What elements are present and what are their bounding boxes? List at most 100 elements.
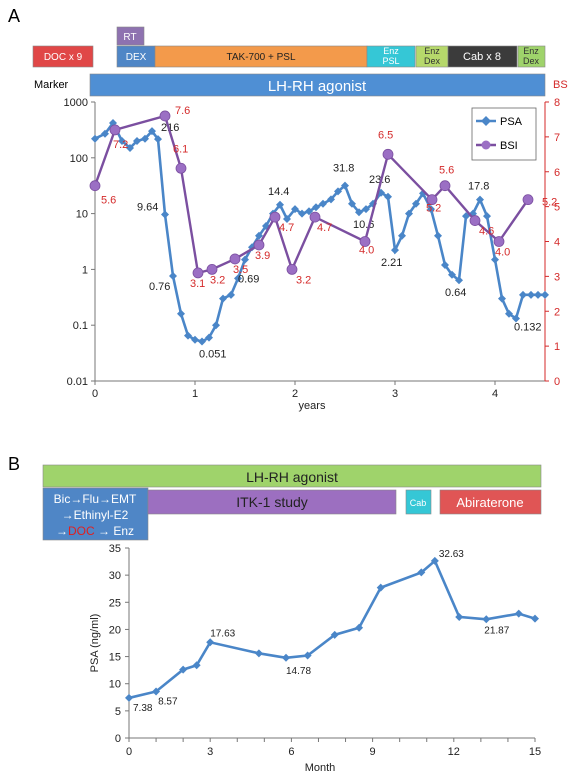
bsi-value-label: 3.5 xyxy=(233,264,248,276)
psa-point xyxy=(498,294,506,303)
psa-point xyxy=(334,187,342,196)
psa-point xyxy=(305,207,313,216)
enz-psl-bar-label-2: PSL xyxy=(382,56,399,66)
bsi-value-label: 3.2 xyxy=(210,274,225,286)
rt-bar-rect xyxy=(116,26,145,46)
abiraterone-bar-label: Abiraterone xyxy=(456,495,523,510)
psa-point xyxy=(319,199,327,208)
y-tick-label-b: 20 xyxy=(109,624,121,636)
psa-b-value-label: 21.87 xyxy=(484,625,509,636)
psa-b-point xyxy=(330,630,339,639)
prior-line-2: →Ethinyl-E2 xyxy=(62,508,129,522)
psa-point xyxy=(212,321,220,330)
y2-tick-label: 6 xyxy=(554,167,560,179)
bsi-line xyxy=(93,114,529,275)
x-tick-label-b: 12 xyxy=(448,746,460,758)
abiraterone-bar-rect xyxy=(439,489,542,515)
bsi-value-label: 5.2 xyxy=(426,203,441,215)
psa-b-point xyxy=(455,612,464,621)
psa-point xyxy=(398,231,406,240)
enz-dex-bar-label-1: Enz xyxy=(424,46,440,56)
prior-line-3: →DOC → Enz xyxy=(56,524,134,538)
x-axis-title-b: Month xyxy=(305,762,336,774)
bsi-point xyxy=(269,211,281,223)
chart-a: 0.01 0.1 1 10 100 1000 0 1 2 3 4 5 6 7 8 0 1 2 3 4 years 216 9… xyxy=(64,97,561,412)
bsi-value-label: 6.5 xyxy=(378,129,393,141)
cab-b-bar-rect xyxy=(405,489,432,515)
psa-point xyxy=(483,212,491,221)
x-tick-label-b: 3 xyxy=(207,746,213,758)
bsi-point xyxy=(192,267,204,279)
bsi-value-label: 4.0 xyxy=(359,245,374,257)
lhrh-agonist-bar-b: LH-RH agonist xyxy=(42,464,542,488)
psa-point xyxy=(91,134,99,143)
itk1-study-bar: ITK-1 study xyxy=(147,489,397,515)
psa-point xyxy=(391,246,399,255)
psa-point xyxy=(205,333,213,342)
psa-point xyxy=(355,208,363,217)
psa-point xyxy=(118,137,126,146)
panel-b-letter: B xyxy=(8,454,20,474)
psa-b-point xyxy=(254,649,263,658)
psa-point xyxy=(527,290,535,299)
x-tick-label-b: 0 xyxy=(126,746,132,758)
psa-point xyxy=(234,274,242,283)
psa-point xyxy=(427,205,435,214)
psa-point xyxy=(241,255,249,264)
psa-point xyxy=(341,181,349,190)
bsi-point xyxy=(229,253,241,265)
y-tick-label-b: 5 xyxy=(115,706,121,718)
enz-psl-bar-rect xyxy=(366,45,416,68)
psa-value-label: 23.6 xyxy=(369,174,390,186)
psa-b-value-label: 7.38 xyxy=(133,703,153,714)
legend-psa-marker xyxy=(481,116,491,126)
enz-psl-treatment-bar: Enz PSL xyxy=(366,45,416,68)
x-tick-label-b: 9 xyxy=(370,746,376,758)
psa-value-label: 0.64 xyxy=(445,287,466,299)
y-tick-label: 1000 xyxy=(64,97,88,109)
prior-line-3-b: → Enz xyxy=(95,524,134,538)
bsi-point xyxy=(469,215,481,226)
tak700-treatment-bar: TAK-700 + PSL xyxy=(154,45,368,68)
bsi-point xyxy=(286,263,298,275)
x-tick-label-b: 15 xyxy=(529,746,541,758)
enz-psl-bar-label-1: Enz xyxy=(383,46,399,56)
y2-tick-label: 3 xyxy=(554,271,560,283)
chart-b: 0 5 10 15 20 25 30 35 0 3 6 9 12 15 Month PSA (ng/ml) 7.… xyxy=(89,543,541,774)
lhrh-bar-a-rect xyxy=(89,73,546,97)
legend-bsi-marker xyxy=(481,140,491,150)
doc-bar-label: DOC x 9 xyxy=(44,52,83,63)
bsi-value-label: 7.6 xyxy=(175,105,190,117)
x-tick-label: 3 xyxy=(392,388,398,400)
psa-b-point xyxy=(531,614,539,623)
psa-b-point xyxy=(482,615,491,624)
psa-point xyxy=(148,127,156,136)
bsi-point xyxy=(493,236,505,247)
bsi-value-label: 5.6 xyxy=(101,195,116,207)
doc-bar-rect xyxy=(32,45,94,68)
psa-value-label: 9.64 xyxy=(137,201,158,213)
rt-treatment-bar: RT xyxy=(116,26,145,46)
lhrh-bar-a-label: LH-RH agonist xyxy=(268,78,367,95)
doc-treatment-bar: DOC x 9 xyxy=(32,45,94,68)
y2-tick-label: 5 xyxy=(554,202,560,214)
prior-line-1: Bic→Flu→EMT xyxy=(54,492,137,506)
y-tick-label-b: 35 xyxy=(109,543,121,555)
psa-point xyxy=(491,255,499,264)
psa-b-point xyxy=(355,623,364,632)
cab-b-bar-label: Cab xyxy=(410,498,427,508)
psa-point xyxy=(534,290,542,299)
psa-point xyxy=(448,270,456,279)
lhrh-bar-b-rect xyxy=(42,464,542,488)
psa-b-point xyxy=(152,687,161,696)
psa-value-label: 0.69 xyxy=(238,273,259,285)
tak700-bar-label: TAK-700 + PSL xyxy=(226,52,295,63)
legend-bsi-label: BSI xyxy=(500,140,518,152)
enz-dex2-bar-label-1: Enz xyxy=(523,46,539,56)
x-tick-label: 1 xyxy=(192,388,198,400)
y2-tick-label: 0 xyxy=(554,376,560,388)
bsi-value-label: 7.2 xyxy=(113,139,128,151)
psa-point xyxy=(519,290,527,299)
psa-point xyxy=(198,337,206,346)
